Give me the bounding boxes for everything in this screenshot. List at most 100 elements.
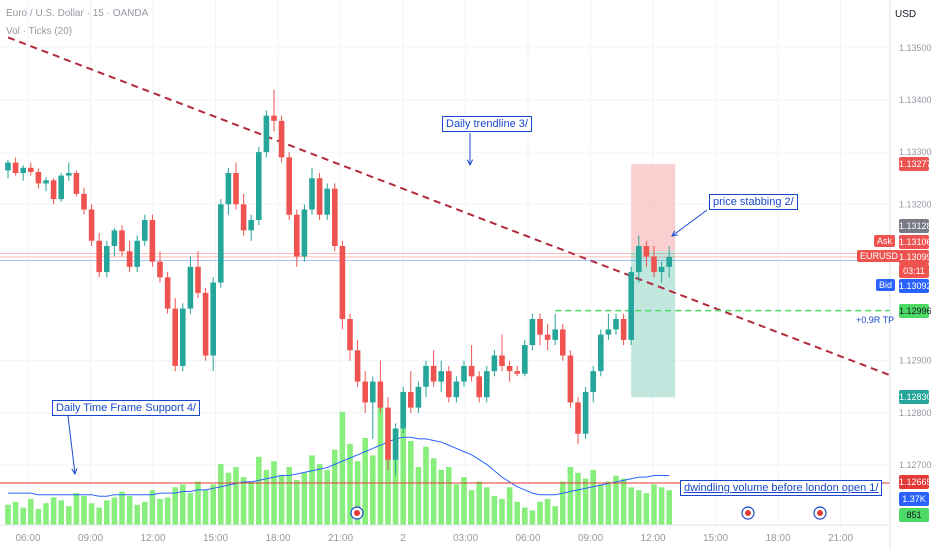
candle-body — [294, 214, 300, 257]
volume-indicator-label: Vol · Ticks (20) — [6, 26, 73, 37]
volume-annotation[interactable]: dwindling volume before london open 1/ — [680, 480, 883, 496]
candle-body — [499, 355, 505, 366]
candle-body — [88, 209, 95, 241]
volume-bar — [43, 503, 49, 525]
volume-bar — [20, 507, 26, 525]
candle-body — [43, 180, 49, 184]
volume-bar — [126, 496, 133, 525]
volume-bar — [613, 475, 619, 525]
candle-body — [81, 193, 87, 210]
volume-bar — [628, 487, 634, 525]
symbol-title: Euro / U.S. Dollar · 15 · OANDA — [6, 8, 149, 19]
economic-event-icon-dot — [745, 510, 751, 516]
price-label-12996: 1.12996 — [899, 304, 932, 318]
volume-bar — [271, 461, 277, 525]
x-tick-label: 12:00 — [640, 533, 665, 544]
candle-body — [180, 308, 186, 366]
candle-body — [544, 334, 551, 340]
volume-bar — [218, 464, 224, 525]
y-tick-label: 1.13200 — [899, 199, 932, 209]
volume-bar — [81, 496, 87, 525]
economic-event-icon-dot — [354, 510, 360, 516]
volume-bar — [88, 503, 95, 525]
volume-bar — [316, 464, 323, 525]
volume-bar — [575, 472, 581, 525]
stop-loss-zone — [631, 164, 676, 252]
volume-bar — [301, 472, 308, 525]
volume-bar — [453, 484, 460, 525]
trendline-arrow-head — [466, 159, 474, 167]
volume-bar — [347, 443, 353, 525]
volume-bar — [28, 498, 34, 525]
x-tick-label: 12:00 — [140, 533, 165, 544]
volume-bar — [225, 472, 232, 525]
candle-body — [233, 173, 239, 205]
candle-body — [385, 407, 391, 460]
candle-body — [286, 157, 292, 215]
volume-bar — [309, 455, 315, 525]
volume-bar — [529, 510, 536, 525]
candle-body — [278, 120, 285, 158]
price-label-13128: 1.13128 — [899, 219, 932, 233]
candle-body — [309, 178, 315, 210]
candle-body — [35, 171, 42, 184]
price-label-13099: 1.13099 — [899, 250, 932, 264]
volume-bar — [370, 455, 376, 525]
support-annotation[interactable]: Daily Time Frame Support 4/ — [52, 400, 200, 416]
candle-body — [142, 219, 148, 241]
candle-body — [332, 188, 338, 246]
candle-body — [658, 266, 665, 273]
candle-body — [172, 308, 178, 366]
candle-body — [400, 392, 406, 429]
candle-body — [271, 115, 277, 121]
trendline-annotation[interactable]: Daily trendline 3/ — [442, 116, 532, 132]
y-tick-label: 1.12700 — [899, 460, 932, 470]
price-label-13092: 1.13092 — [899, 279, 932, 293]
volume-bar — [5, 504, 11, 525]
support-arrow-head — [71, 468, 78, 476]
x-tick-label: 09:00 — [78, 533, 103, 544]
countdown-label: 03:11 — [899, 264, 929, 278]
candle-body — [377, 381, 384, 408]
volume-bar — [157, 498, 163, 525]
x-tick-label: 2 — [400, 533, 406, 544]
volume-bar — [58, 500, 64, 525]
volume-bar — [484, 487, 490, 525]
currency-label[interactable]: USD — [895, 9, 917, 20]
candle-body — [529, 319, 536, 346]
candle-body — [339, 246, 346, 319]
volume-bar — [423, 446, 429, 525]
target-zone — [631, 251, 676, 398]
volume-bar — [294, 480, 300, 525]
volume-bar — [195, 481, 201, 525]
volume-bar — [172, 487, 178, 525]
y-tick-label: 1.13500 — [899, 43, 932, 53]
candle-body — [476, 376, 482, 398]
y-tick-label: 1.12800 — [899, 408, 932, 418]
volume-bar — [202, 490, 209, 525]
candle-body — [58, 175, 64, 200]
candle-body — [210, 282, 216, 356]
volume-bar — [666, 490, 672, 525]
volume-bar — [142, 501, 148, 525]
x-tick-label: 06:00 — [15, 533, 40, 544]
price-stabbing-annotation[interactable]: price stabbing 2/ — [709, 194, 798, 210]
candle-body — [354, 350, 361, 382]
candle-body — [491, 355, 498, 372]
candle-body — [240, 204, 247, 231]
candle-body — [370, 381, 376, 403]
volume-bar — [476, 481, 482, 525]
volume-bar — [324, 469, 330, 525]
volume-bar — [620, 478, 627, 525]
candle-body — [134, 240, 140, 267]
x-tick-label: 21:00 — [828, 533, 853, 544]
support-arrow — [67, 415, 76, 475]
volume-bar — [248, 481, 254, 525]
candle-body — [149, 219, 156, 262]
volume-bar — [12, 501, 19, 525]
price-label-13277: 1.13277 — [899, 157, 932, 171]
volume-bar — [377, 394, 384, 525]
stabbing-arrow — [671, 209, 708, 237]
volume-bar — [438, 469, 444, 525]
